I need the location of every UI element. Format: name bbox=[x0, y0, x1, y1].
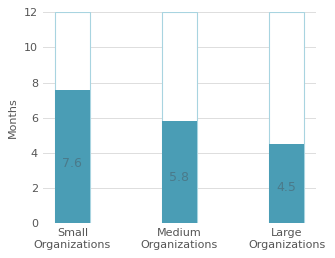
Text: 4.5: 4.5 bbox=[277, 181, 296, 194]
Y-axis label: Months: Months bbox=[8, 97, 18, 138]
Bar bbox=[269, 12, 304, 223]
Bar bbox=[269, 144, 304, 223]
Bar bbox=[162, 121, 197, 223]
Text: 5.8: 5.8 bbox=[170, 171, 190, 184]
Bar bbox=[55, 90, 89, 223]
Text: 7.6: 7.6 bbox=[63, 157, 82, 170]
Bar bbox=[162, 12, 197, 223]
Bar bbox=[55, 12, 89, 223]
